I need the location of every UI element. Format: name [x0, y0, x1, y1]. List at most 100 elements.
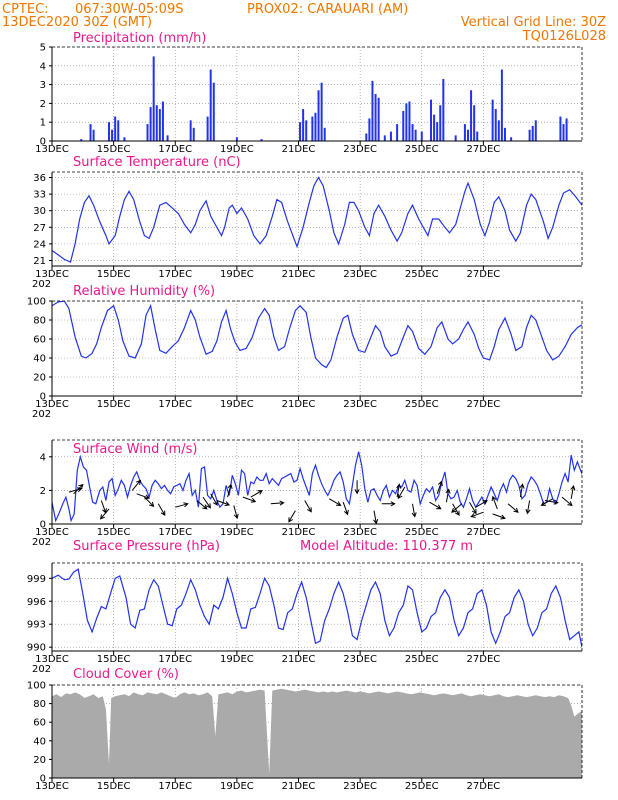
- y-tick-label: 40: [33, 736, 46, 747]
- precip-bar: [510, 137, 513, 141]
- panels: 0 1 2 3 4 5 13DEC 15DEC 17DEC 19DEC 21DEC 23DEC 25DE…: [27, 31, 583, 792]
- y-tick-label: 33: [33, 190, 46, 201]
- x-tick-label: 25DEC: [405, 399, 439, 410]
- x-tick-label: 21DEC: [282, 527, 316, 538]
- precip-bar: [317, 90, 320, 141]
- wind-vector: [233, 505, 239, 520]
- panel-pres: 990 993 996 999 13DEC 15DEC 17DEC 19DEC 21DEC 23D…: [27, 539, 583, 675]
- wind-vector: [270, 500, 285, 506]
- x-tick-label: 17DEC: [158, 399, 192, 410]
- y-tick-label: 80: [33, 316, 46, 327]
- wind-vector: [373, 510, 379, 525]
- panel-rh: 0 20 40 60 80 100 13DEC 15DEC 17DEC 19DEC 21DEC 23D…: [27, 284, 583, 420]
- precip-bar: [299, 122, 302, 141]
- precip-bar: [497, 120, 500, 141]
- x-tick-label: 25DEC: [405, 527, 439, 538]
- y-tick-label: 0: [40, 520, 46, 531]
- precip-bar: [433, 114, 436, 141]
- x-tick-label: 13DEC: [35, 654, 69, 665]
- x-tick-label: 27DEC: [467, 269, 501, 280]
- x-tick-label: 25DEC: [405, 144, 439, 155]
- wind-line: [52, 451, 582, 523]
- precip-bar: [149, 107, 152, 141]
- y-tick-label: 21: [33, 256, 46, 267]
- precip-bar: [92, 129, 95, 141]
- header-coords: 067:30W-05:09S: [75, 2, 183, 17]
- panel-title-wind: Surface Wind (m/s): [73, 442, 197, 457]
- x-tick-label: 27DEC: [467, 781, 501, 792]
- wind-vector: [540, 498, 553, 506]
- wind-vector: [381, 501, 396, 507]
- precip-bar: [503, 127, 506, 141]
- precip-bar: [439, 105, 442, 141]
- precip-bar: [476, 131, 479, 141]
- x-tick-label: 13DEC: [35, 144, 69, 155]
- y-tick-label: 100: [27, 297, 46, 308]
- precip-bar: [454, 135, 457, 141]
- wind-vector: [492, 513, 506, 520]
- precip-bar: [152, 56, 155, 141]
- y-tick-label: 30: [33, 206, 46, 217]
- x-tick-label: 19DEC: [220, 269, 254, 280]
- cloud-area: [52, 688, 582, 778]
- wind-vector: [100, 500, 107, 514]
- panel-temp: 21 24 27 30 33 36 13DEC 15DEC 17DEC 19DEC 21DEC 23D…: [32, 155, 583, 290]
- x-tick-label: 21DEC: [282, 781, 316, 792]
- panel-title-precip: Precipitation (mm/h): [73, 31, 206, 46]
- y-tick-label: 100: [27, 681, 46, 692]
- x-tick-label: 19DEC: [220, 781, 254, 792]
- x-tick-label: 21DEC: [282, 144, 316, 155]
- precip-bar: [123, 137, 126, 141]
- panel-wind: 0 2 4 13DEC 15DEC 17DEC 19DEC 21DEC 23DEC 25DEC 27…: [32, 439, 583, 548]
- wind-vector: [227, 483, 233, 498]
- x-tick-label: 25DEC: [405, 269, 439, 280]
- panel-title-pres: Surface Pressure (hPa): [73, 539, 220, 554]
- header-model-code: TQ0126L028: [522, 29, 606, 44]
- x-tick-label: 21DEC: [282, 269, 316, 280]
- wind-vector: [451, 503, 463, 513]
- precip-bar: [491, 99, 494, 141]
- panel-title-rh: Relative Humidity (%): [73, 284, 215, 299]
- wind-vector: [329, 498, 342, 506]
- panel-title-temp: Surface Temperature (nC): [73, 155, 241, 170]
- header-init-time: 13DEC2020 30Z (GMT): [2, 15, 152, 30]
- precip-bar: [470, 90, 473, 141]
- x-tick-label: 15DEC: [97, 144, 131, 155]
- x-tick-label: 23DEC: [343, 781, 377, 792]
- wind-vector: [445, 488, 451, 503]
- precip-bar: [212, 82, 215, 141]
- panel-precip: 0 1 2 3 4 5 13DEC 15DEC 17DEC 19DEC 21DEC 23DEC 25DE…: [35, 31, 583, 155]
- x-tick-label: 13DEC: [35, 781, 69, 792]
- wind-vector: [469, 501, 477, 515]
- precip-bar: [420, 131, 423, 141]
- x-tick-label: 23DEC: [343, 654, 377, 665]
- x-tick-label: 17DEC: [158, 654, 192, 665]
- wind-vector: [136, 493, 150, 500]
- wind-vector: [475, 500, 488, 508]
- precip-bar: [302, 109, 305, 141]
- precip-bar: [442, 78, 445, 141]
- wind-vector: [470, 511, 484, 518]
- wind-vector: [491, 495, 498, 510]
- x-tick-label: 27DEC: [467, 144, 501, 155]
- precip-bar: [311, 116, 314, 141]
- pres-line: [52, 568, 582, 648]
- precip-bar: [559, 116, 562, 141]
- precip-bar: [405, 103, 408, 141]
- x-tick-label: 25DEC: [405, 654, 439, 665]
- x-tick-year-fragment: 202: [32, 409, 51, 420]
- x-tick-label: 25DEC: [405, 781, 439, 792]
- precip-bar: [463, 124, 466, 141]
- y-tick-label: 80: [33, 699, 46, 710]
- wind-vector: [288, 510, 296, 523]
- wind-vector: [210, 493, 218, 506]
- panel-cloud: 0 20 40 60 80 100 13DEC 15DEC 17DEC 19DEC 21DEC 23D…: [27, 667, 583, 792]
- precip-bar: [117, 120, 120, 141]
- precip-bar: [473, 105, 476, 141]
- wind-vector: [354, 480, 360, 495]
- precip-bar: [534, 120, 537, 141]
- x-tick-label: 19DEC: [220, 654, 254, 665]
- y-tick-label: 2: [40, 486, 46, 497]
- precip-bar: [108, 122, 111, 141]
- wind-vector: [131, 479, 142, 491]
